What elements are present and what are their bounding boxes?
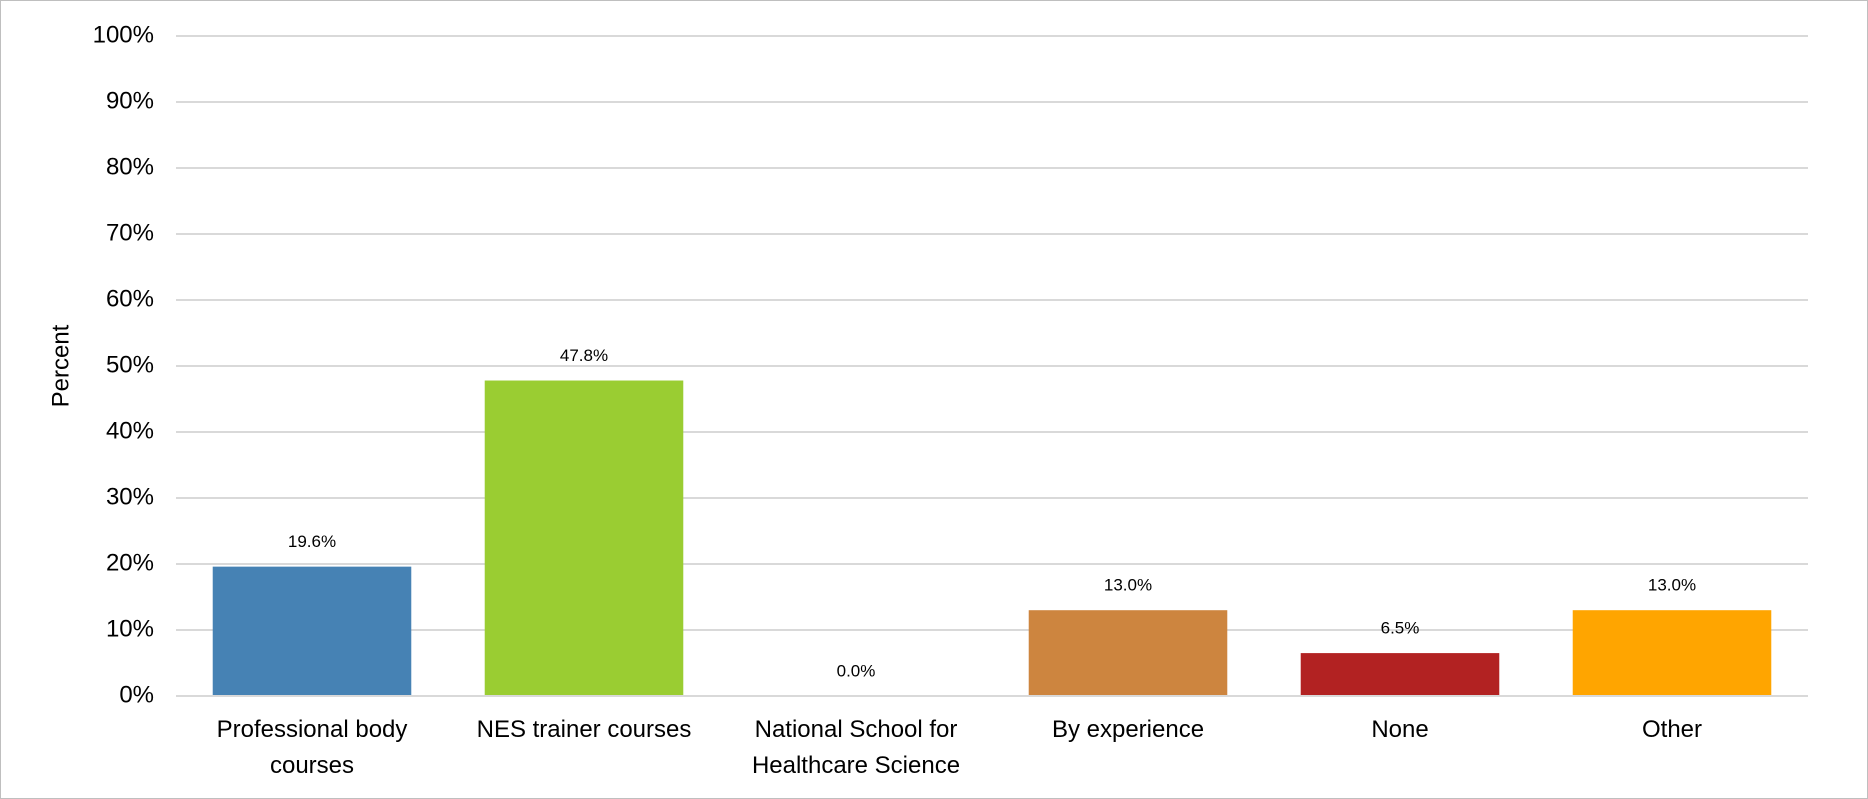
- y-tick-label: 20%: [106, 549, 154, 576]
- x-tick-label: By experience: [1051, 716, 1205, 743]
- data-label: 0.0%: [837, 661, 876, 680]
- x-tick-label: Professional body courses: [216, 716, 408, 779]
- y-tick-label: 40%: [106, 417, 154, 444]
- y-tick-label: 60%: [106, 285, 154, 312]
- y-tick-label: 10%: [106, 615, 154, 642]
- bar: [484, 380, 684, 696]
- y-tick-label: 70%: [106, 219, 154, 246]
- bar: [212, 566, 412, 696]
- y-tick-label: 0%: [119, 681, 154, 708]
- y-tick-label: 80%: [106, 153, 154, 180]
- data-label: 6.5%: [1381, 619, 1420, 638]
- data-label: 47.8%: [560, 346, 608, 365]
- y-tick-label: 30%: [106, 483, 154, 510]
- bar: [1028, 610, 1228, 696]
- data-label: 13.0%: [1648, 576, 1696, 595]
- x-tick-label: Other: [1641, 716, 1703, 743]
- y-axis-label: Percent: [47, 324, 74, 407]
- x-tick-label: National School for Healthcare Science: [751, 716, 961, 779]
- data-label: 13.0%: [1104, 576, 1152, 595]
- x-tick-label: NES trainer courses: [476, 716, 692, 743]
- bar: [1572, 610, 1772, 696]
- data-label: 19.6%: [288, 532, 336, 551]
- y-tick-label: 50%: [106, 351, 154, 378]
- bar: [1300, 653, 1500, 696]
- y-tick-label: 100%: [93, 21, 154, 48]
- x-tick-label: None: [1371, 716, 1429, 743]
- y-tick-label: 90%: [106, 87, 154, 114]
